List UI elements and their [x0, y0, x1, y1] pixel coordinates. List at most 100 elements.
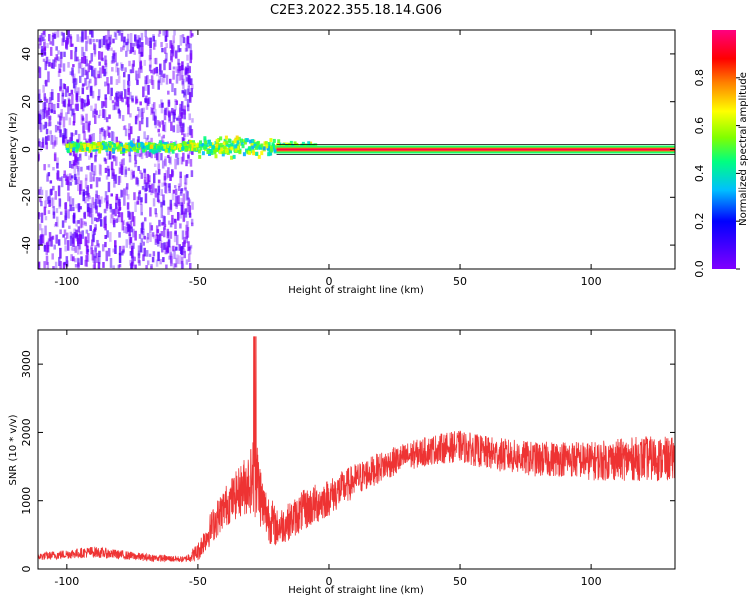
heatmap-cell: [108, 148, 112, 160]
heatmap-cell: [61, 133, 65, 144]
heatmap-cell: [158, 133, 161, 137]
heatmap-cell: [85, 86, 89, 90]
heatmap-cell: [96, 252, 99, 264]
heatmap-cell: [90, 53, 94, 62]
heatmap-cell: [71, 164, 74, 169]
heatmap-cell: [175, 196, 178, 207]
heatmap-cell: [224, 135, 228, 140]
heatmap-cell: [189, 125, 192, 136]
heatmap-cell: [52, 166, 55, 171]
heatmap-cell: [79, 153, 82, 161]
heatmap-cell: [88, 134, 92, 142]
heatmap-cell: [132, 170, 135, 178]
heatmap-cell: [189, 159, 193, 167]
heatmap-cell: [169, 40, 172, 49]
heatmap-cell: [128, 148, 131, 157]
heatmap-cell: [68, 160, 72, 168]
heatmap-cell: [50, 109, 53, 113]
heatmap-cell: [84, 69, 88, 76]
heatmap-cell: [179, 117, 183, 128]
heatmap-cell: [103, 130, 107, 140]
heatmap-cell: [165, 52, 168, 62]
heatmap-cell: [140, 65, 143, 73]
heatmap-cell: [96, 239, 99, 246]
heatmap-cell: [110, 193, 113, 197]
snr-y-label: SNR (10 * v/v): [8, 414, 19, 485]
heatmap-cell: [221, 152, 225, 157]
heatmap-cell: [98, 250, 101, 258]
heatmap-cell: [41, 234, 45, 244]
heatmap-cell: [92, 253, 95, 263]
snr-plot-area: [38, 330, 675, 569]
heatmap-cell: [82, 146, 86, 151]
heatmap-cell: [79, 36, 82, 43]
heatmap-cell: [135, 98, 139, 104]
heatmap-cell: [128, 212, 132, 220]
heatmap-cell: [229, 149, 233, 154]
spectrogram-x-label: Height of straight line (km): [288, 285, 424, 296]
heatmap-cell: [111, 67, 114, 72]
heatmap-cell: [225, 140, 229, 145]
heatmap-cell: [107, 168, 110, 177]
heatmap-cell: [270, 148, 274, 153]
heatmap-cell: [190, 88, 194, 98]
heatmap-cell: [59, 112, 63, 121]
heatmap-cell: [186, 67, 189, 74]
heatmap-cell: [43, 38, 46, 46]
heatmap-cell: [198, 144, 202, 149]
heatmap-cell: [260, 151, 264, 156]
heatmap-cell: [112, 53, 115, 64]
heatmap-cell: [42, 84, 45, 93]
heatmap-cell: [127, 194, 130, 200]
heatmap-cell: [141, 112, 144, 119]
heatmap-cell: [122, 72, 126, 78]
heatmap-cell: [157, 128, 160, 133]
heatmap-cell: [54, 222, 58, 226]
heatmap-cell: [129, 91, 132, 100]
heatmap-cell: [118, 245, 122, 256]
heatmap-cell: [122, 152, 125, 156]
heatmap-cell: [59, 211, 63, 215]
heatmap-cell: [51, 92, 54, 101]
heatmap-cell: [136, 148, 140, 153]
heatmap-cell: [108, 114, 111, 119]
heatmap-cell: [114, 240, 117, 248]
heatmap-cell: [145, 137, 148, 141]
heatmap-cell: [145, 103, 149, 110]
heatmap-cell: [95, 194, 98, 199]
heatmap-cell: [115, 193, 119, 201]
heatmap-cell: [54, 62, 57, 67]
heatmap-cell: [81, 30, 84, 42]
heatmap-cell: [91, 176, 95, 182]
heatmap-cell: [149, 48, 152, 60]
heatmap-cell: [45, 242, 49, 252]
heatmap-cell: [267, 152, 271, 157]
heatmap-cell: [137, 165, 140, 171]
heatmap-cell: [254, 145, 258, 150]
heatmap-cell: [257, 154, 261, 159]
heatmap-cell: [91, 90, 95, 99]
heatmap-cell: [158, 104, 162, 108]
heatmap-cell: [84, 259, 87, 267]
heatmap-cell: [186, 202, 190, 213]
heatmap-cell: [164, 158, 167, 166]
heatmap-cell: [72, 215, 76, 223]
heatmap-cell: [170, 253, 173, 265]
heatmap-cell: [66, 240, 70, 251]
heatmap-cell: [134, 230, 137, 241]
heatmap-cell: [102, 129, 105, 137]
heatmap-cell: [97, 261, 101, 269]
heatmap-cell: [111, 55, 115, 62]
heatmap-cell: [138, 190, 142, 194]
heatmap-cell: [162, 124, 165, 132]
heatmap-cell: [64, 88, 68, 97]
heatmap-cell: [111, 173, 115, 177]
heatmap-cell: [67, 61, 70, 68]
heatmap-cell: [84, 236, 87, 247]
heatmap-cell: [191, 146, 195, 151]
heatmap-cell: [163, 121, 167, 133]
heatmap-cell: [164, 30, 168, 38]
heatmap-cell: [177, 143, 181, 148]
heatmap-cell: [94, 154, 97, 162]
heatmap-cell: [69, 173, 72, 181]
